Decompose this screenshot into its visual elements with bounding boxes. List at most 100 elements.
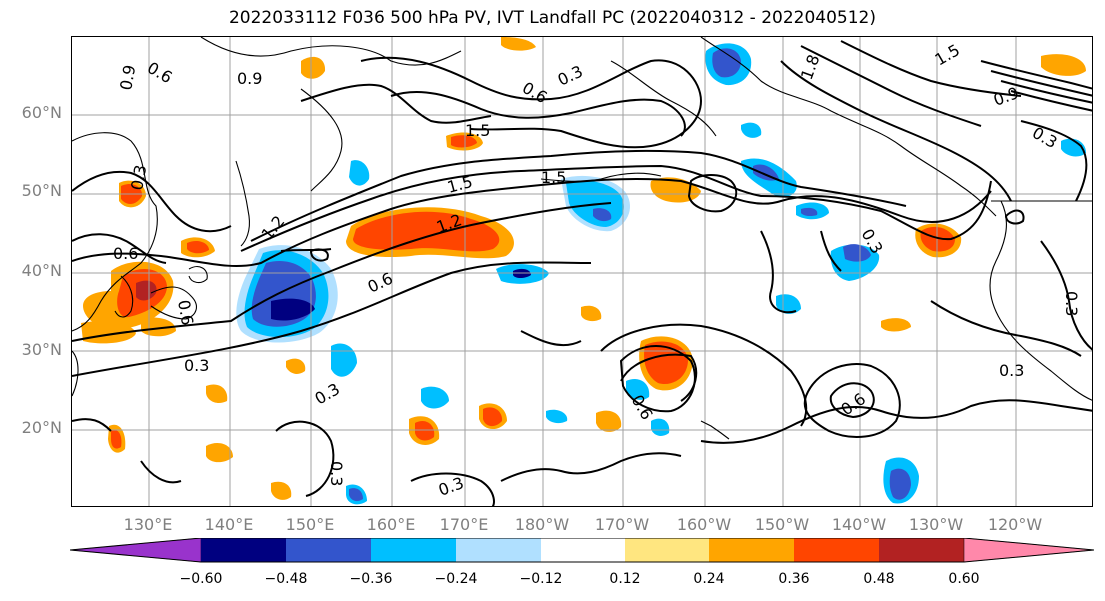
colorbar: [70, 538, 1094, 563]
contour-line: [410, 472, 495, 506]
contour-label: 0.3: [1029, 123, 1061, 152]
colorbar-tick-label: −0.48: [264, 571, 308, 587]
contour-label: 0.3: [312, 379, 344, 408]
contour-label: 1.5: [541, 168, 566, 187]
shade-blue: [593, 208, 612, 222]
colorbar-tick-label: −0.60: [179, 571, 223, 587]
contour-line: [360, 56, 703, 149]
shade-blue: [349, 488, 363, 502]
lon-label-120w: 120°W: [987, 515, 1043, 534]
coastline-alaska: [700, 37, 997, 217]
lon-label-150w: 150°W: [754, 515, 810, 534]
shade-red: [111, 429, 122, 449]
contour-label: 0.6: [113, 244, 138, 263]
lon-label-160w: 160°W: [676, 515, 732, 534]
contour-label: 1.8: [797, 52, 824, 82]
contour-line: [780, 60, 1012, 202]
contour-label: 0.6: [519, 78, 551, 107]
contour-line: [620, 353, 698, 402]
colorbar-tick-label: −0.12: [519, 571, 563, 587]
map-canvas: 0.6 0.9 0.9 0.6 0.3 1.5 1.8 1.5 0.9 0.3 …: [72, 37, 1092, 506]
shade-blue: [712, 48, 741, 78]
contour-line: [1000, 80, 1092, 104]
contour-line: [600, 323, 808, 427]
contour-line: [72, 418, 112, 432]
shade-blue: [801, 207, 818, 217]
shade-red: [451, 135, 477, 148]
contour-label: 0.3: [184, 356, 209, 375]
colorbar-segment: [794, 538, 879, 562]
contour-line: [72, 261, 592, 377]
shade-red: [415, 420, 435, 441]
contour-label: 0.3: [127, 163, 150, 191]
colorbar-segment-over: [963, 538, 1094, 563]
coastline-asia: [72, 132, 158, 332]
lon-label-130w: 130°W: [908, 515, 964, 534]
shade-red: [187, 240, 209, 254]
contour-label: 0.3: [327, 461, 346, 486]
shade-cyan: [421, 386, 449, 409]
shade-navy: [271, 298, 315, 321]
shade-orange: [1041, 54, 1086, 76]
coastline-sakhalin: [235, 160, 250, 247]
contour-line: [930, 300, 1082, 357]
lat-label-50n: 50°N: [21, 181, 62, 200]
contour-line: [72, 233, 167, 264]
shade-orange: [501, 37, 536, 51]
colorbar-segment: [286, 538, 371, 562]
contour-line: [250, 149, 907, 242]
shade-cyan: [349, 160, 370, 186]
contour-label: 0.9: [991, 83, 1021, 110]
shade-orange: [881, 318, 911, 332]
contour-line: [760, 230, 797, 314]
lat-label-60n: 60°N: [21, 103, 62, 122]
shade-cyan: [546, 409, 568, 424]
coastline-hawaii: [700, 420, 730, 440]
contour-line: [800, 45, 982, 127]
contour-line: [1004, 209, 1025, 225]
coastline-siberia: [200, 37, 462, 66]
contour-label: 0.3: [1062, 291, 1081, 316]
contour-line: [520, 330, 582, 347]
colorbar-tick-label: 0.36: [778, 571, 810, 587]
colorbar-segment: [371, 538, 456, 562]
colorbar-segment: [201, 538, 286, 562]
lon-label-140w: 140°W: [831, 515, 887, 534]
shade-red: [483, 407, 503, 427]
colorbar-tick-label: −0.36: [349, 571, 393, 587]
contour-line: [240, 164, 992, 252]
contour-line: [687, 174, 738, 213]
colorbar-outline: [70, 538, 1094, 563]
contour-line: [803, 363, 901, 438]
lon-label-170e: 170°E: [439, 515, 489, 534]
shade-orange: [271, 481, 292, 500]
contour-line: [275, 420, 335, 497]
shade-orange: [206, 384, 228, 404]
contour-line: [1010, 90, 1092, 112]
contour-label: 0.9: [237, 69, 262, 88]
shade-blue: [843, 244, 871, 262]
shade-orange: [596, 410, 622, 432]
lat-label-30n: 30°N: [21, 340, 62, 359]
coastlines: [72, 37, 1092, 440]
coastline-china: [72, 350, 79, 397]
ivt-shading: [81, 37, 1086, 505]
contour-line: [700, 399, 1092, 444]
contour-label: 1.2: [258, 212, 289, 244]
shade-cyan: [1061, 138, 1086, 157]
shade-orange: [286, 358, 306, 374]
contour-line: [280, 248, 332, 252]
contour-line: [72, 177, 992, 267]
contour-line: [500, 452, 682, 482]
colorbar-segment: [625, 538, 709, 562]
coastline-canada: [989, 200, 1092, 401]
coastline-kamchatka: [300, 88, 343, 192]
shade-red: [920, 226, 955, 252]
contour-line: [980, 60, 1092, 90]
contour-line: [140, 460, 182, 484]
shade-cyan: [651, 418, 670, 436]
contour-line: [309, 248, 329, 262]
lat-label-40n: 40°N: [21, 261, 62, 280]
colorbar-segment: [709, 538, 794, 562]
contour-line: [1040, 240, 1092, 351]
